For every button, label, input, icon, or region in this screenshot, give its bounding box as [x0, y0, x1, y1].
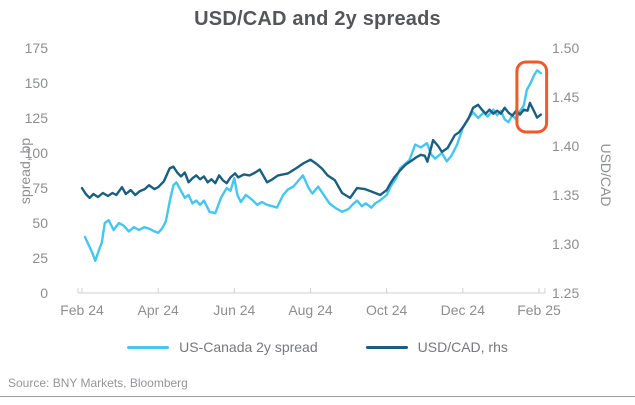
left-tick-label: 50	[32, 215, 48, 231]
left-tick-label: 125	[25, 110, 49, 126]
left-axis-title: spread, bp	[17, 138, 33, 204]
right-tick-label: 1.35	[552, 187, 579, 203]
legend-label-usdcad: USD/CAD, rhs	[417, 339, 508, 355]
chart-title: USD/CAD and 2y spreads	[194, 8, 441, 30]
right-axis-title: USD/CAD	[598, 143, 614, 206]
x-tick-label: Oct 24	[366, 302, 407, 318]
legend-line-swatch-usdcad	[365, 345, 408, 349]
legend-line-swatch-spread	[127, 345, 170, 349]
legend: US-Canada 2y spread USD/CAD, rhs	[0, 337, 635, 357]
left-tick-label: 75	[32, 180, 48, 196]
source-note: Source: BNY Markets, Bloomberg	[8, 376, 188, 390]
legend-label-spread: US-Canada 2y spread	[179, 339, 318, 355]
x-tick-label: Feb 25	[517, 302, 561, 318]
left-tick-label: 0	[40, 285, 48, 301]
x-tick-label: Jun 24	[213, 302, 255, 318]
right-tick-label: 1.45	[552, 89, 579, 105]
right-tick-label: 1.50	[552, 40, 579, 56]
legend-item-spread: US-Canada 2y spread	[127, 339, 318, 355]
x-tick-label: Dec 24	[441, 302, 486, 318]
highlight-annotation-box	[515, 60, 549, 134]
bottom-divider	[0, 396, 635, 397]
right-tick-label: 1.30	[552, 236, 579, 252]
chart-plot-area: Feb 24 Apr 24 Jun 24 Aug 24 Oct 24 Dec 24 Feb …	[17, 40, 614, 318]
left-tick-label: 25	[32, 250, 48, 266]
x-tick-label: Aug 24	[288, 302, 333, 318]
right-tick-label: 1.25	[552, 285, 579, 301]
left-tick-label: 175	[25, 40, 49, 56]
legend-item-usdcad: USD/CAD, rhs	[365, 339, 508, 355]
left-tick-label: 150	[25, 75, 49, 91]
x-tick-label: Apr 24	[138, 302, 179, 318]
series-line-0	[83, 69, 543, 263]
series-line-1	[80, 101, 543, 200]
x-tick-label: Feb 24	[60, 302, 104, 318]
left-tick-label: 100	[25, 145, 49, 161]
right-tick-label: 1.40	[552, 138, 579, 154]
